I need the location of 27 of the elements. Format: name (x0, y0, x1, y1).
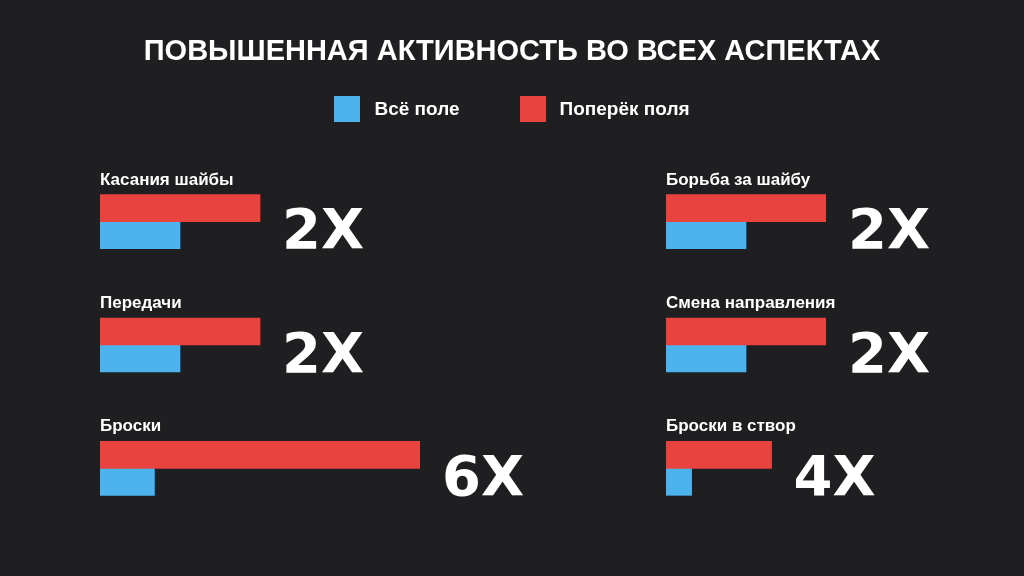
bar (100, 317, 261, 346)
bar (666, 468, 692, 496)
y-tick-label: Смена направления (666, 293, 836, 313)
text: ПОВЫШЕННАЯ АКТИВНОСТЬ ВО ВСЕХ АСПЕКТАХ (142, 34, 882, 67)
bar (100, 221, 181, 249)
legend-label: Всё поле (374, 98, 460, 120)
text: 2X (848, 196, 931, 262)
y-tick-label: Броски (100, 416, 162, 436)
annotation: 2X (282, 196, 365, 262)
y-tick-label: Передачи (100, 293, 182, 313)
bar (666, 194, 826, 222)
legend-label: Поперёк поля (559, 98, 690, 120)
text: 6X (442, 442, 525, 508)
annotation: 4X (793, 442, 876, 508)
bar (666, 221, 747, 249)
bar (100, 194, 261, 222)
bar (100, 344, 181, 373)
bar (666, 317, 826, 346)
y-tick-label: Касания шайбы (100, 169, 234, 189)
y-tick-label: Броски в створ (666, 416, 796, 436)
bar (100, 468, 155, 496)
bar (100, 441, 420, 469)
y-tick-label: Борьба за шайбу (666, 169, 811, 189)
bar (666, 441, 772, 469)
annotation: 2X (282, 319, 365, 385)
bar (666, 344, 747, 373)
text: 2X (848, 319, 931, 385)
